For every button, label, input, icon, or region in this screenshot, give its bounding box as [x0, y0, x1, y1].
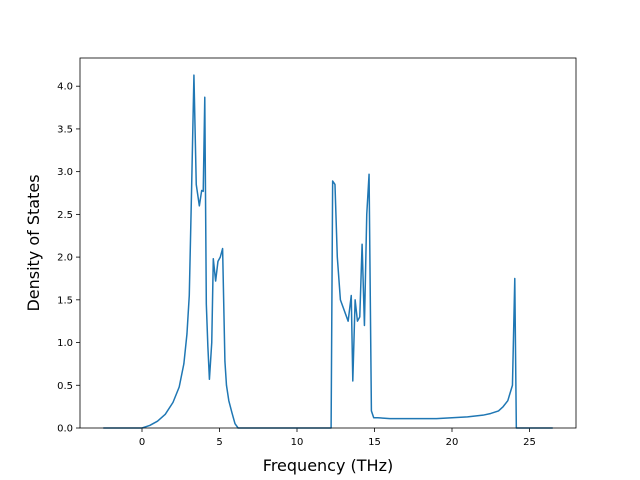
y-tick-label: 2.0: [57, 253, 73, 264]
x-tick-label: 25: [523, 437, 536, 448]
y-tick-label: 1.0: [57, 338, 73, 349]
plot-area: [80, 58, 576, 428]
x-axis-ticks: 0 5 10 15 20 25: [139, 428, 536, 448]
y-tick-label: 3.0: [57, 167, 73, 178]
x-tick-label: 5: [216, 437, 222, 448]
y-tick-label: 4.0: [57, 82, 73, 93]
x-tick-label: 20: [446, 437, 459, 448]
y-tick-label: 0.0: [57, 424, 73, 435]
y-axis-label: Density of States: [24, 174, 43, 311]
x-tick-label: 0: [139, 437, 145, 448]
x-tick-label: 10: [291, 437, 304, 448]
y-tick-label: 3.5: [57, 124, 73, 135]
y-tick-label: 2.5: [57, 210, 73, 221]
y-tick-label: 0.5: [57, 381, 73, 392]
x-axis-label: Frequency (THz): [263, 456, 393, 475]
plot-frame: [79, 57, 577, 429]
x-tick-label: 15: [368, 437, 381, 448]
y-axis-ticks: 0.0 0.5 1.0 1.5 2.0 2.5 3.0 3.5 4.0: [57, 82, 80, 435]
y-tick-label: 1.5: [57, 295, 73, 306]
series-line: [103, 74, 553, 429]
